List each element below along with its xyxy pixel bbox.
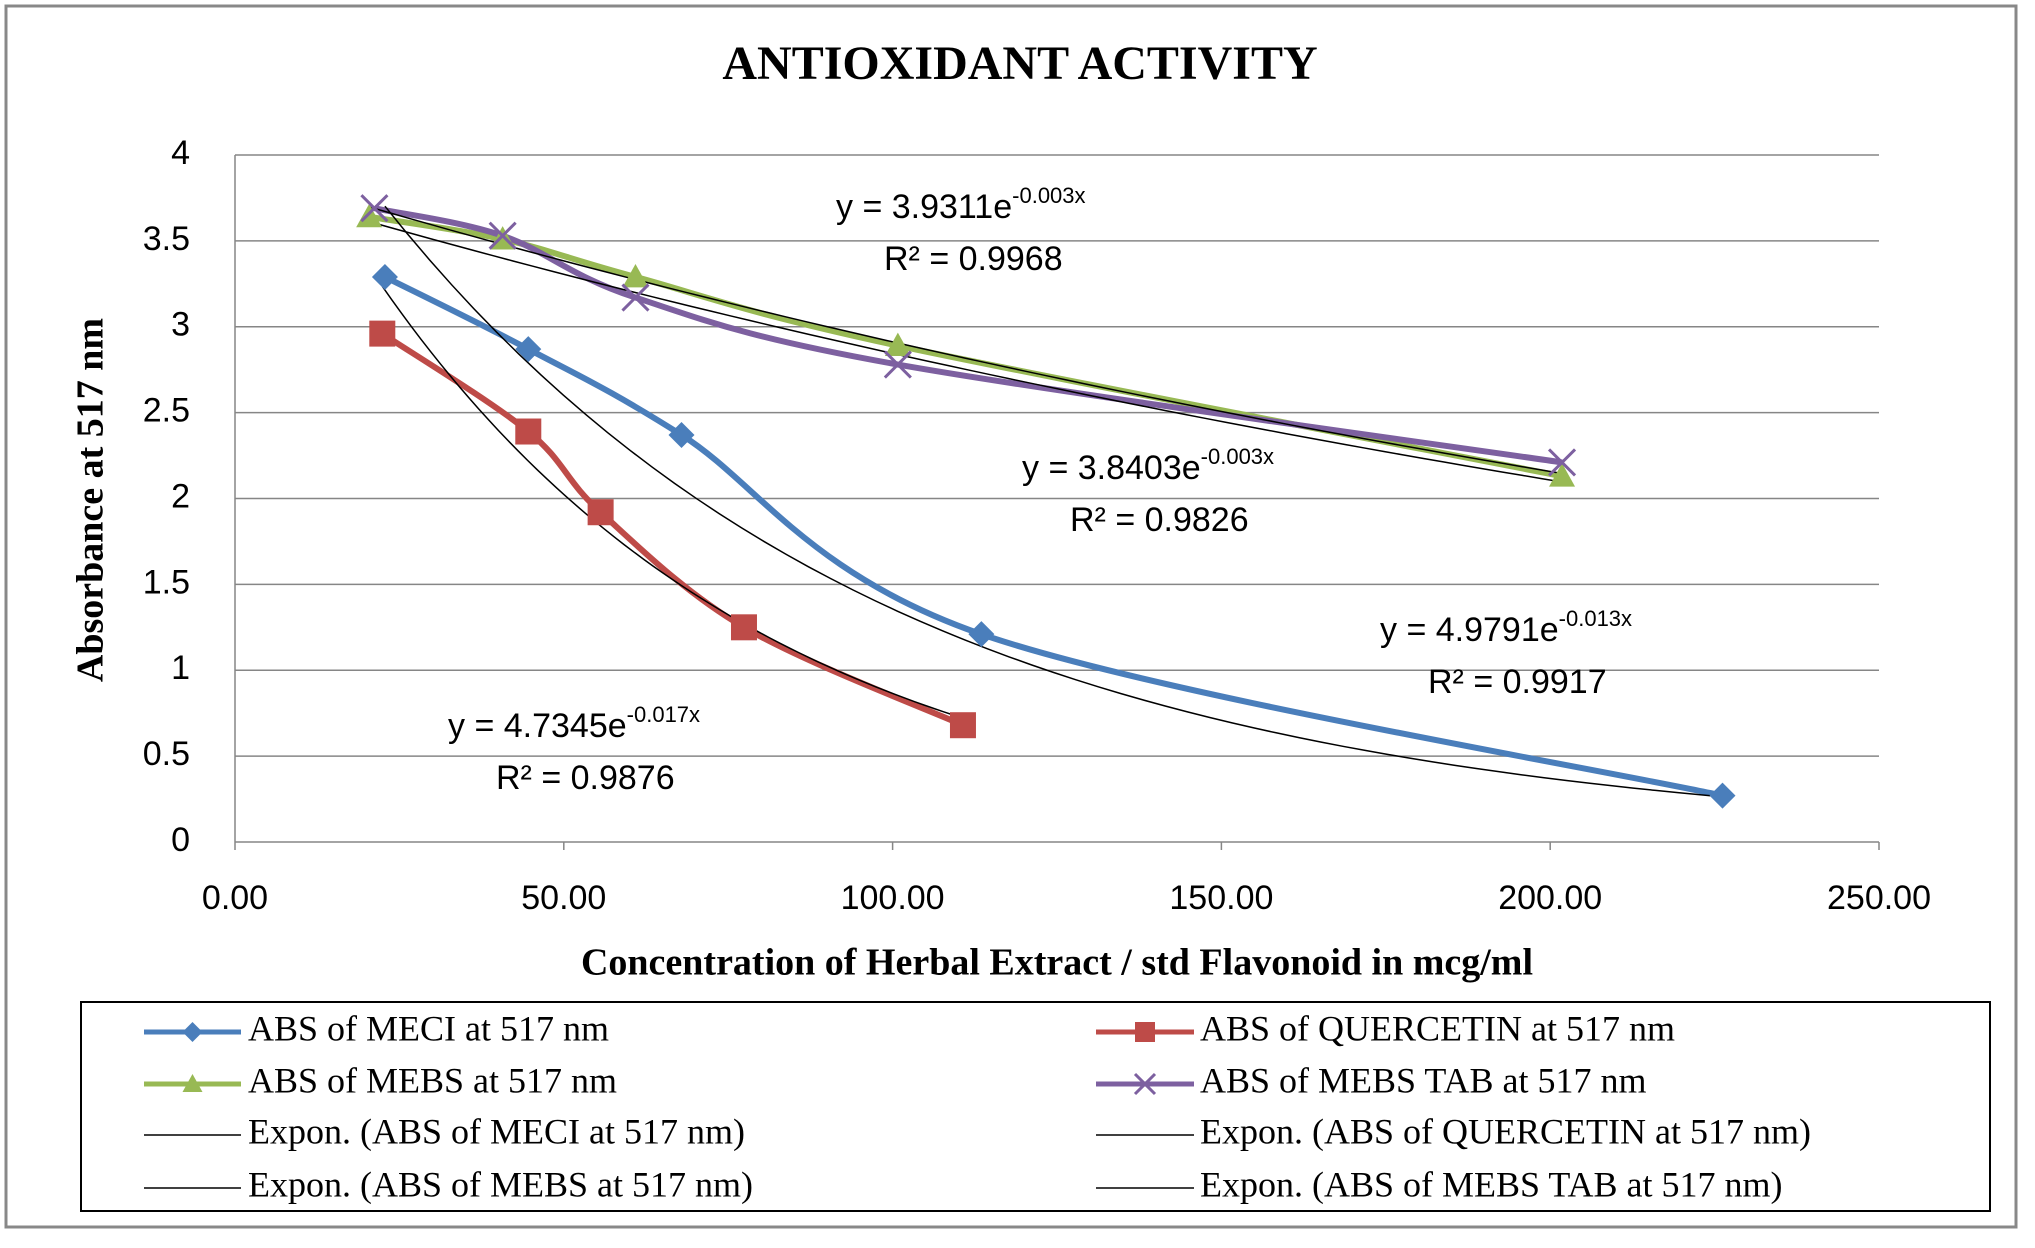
marker	[515, 418, 542, 445]
trendline	[381, 285, 964, 719]
marker	[587, 499, 614, 526]
y-tick-label: 0.5	[143, 735, 190, 773]
equation-text: y = 4.9791e	[1380, 611, 1559, 649]
trend-equation: y = 4.7345e-0.017x	[448, 702, 700, 745]
equation-exponent: -0.003x	[1201, 444, 1274, 469]
legend-label: ABS of MECI at 517 nm	[248, 1008, 609, 1048]
marker	[515, 336, 542, 363]
marker	[730, 614, 757, 641]
trend-equation: y = 3.8403e-0.003x	[1022, 444, 1274, 487]
trendline	[374, 222, 1563, 483]
x-axis-title: Concentration of Herbal Extract / std Fl…	[581, 942, 1533, 984]
y-tick-label: 2	[171, 477, 190, 515]
marker	[949, 712, 976, 739]
legend	[80, 1001, 1991, 1212]
marker	[883, 350, 912, 379]
x-tick-label: 50.00	[521, 879, 606, 917]
equation-exponent: -0.003x	[1012, 183, 1085, 208]
marker	[1135, 1022, 1155, 1042]
marker	[488, 221, 517, 250]
trend-r2: R² = 0.9876	[496, 759, 675, 797]
x-tick-label: 100.00	[841, 879, 945, 917]
trend-equation: y = 3.9311e-0.003x	[836, 183, 1086, 226]
trend-r2: R² = 0.9826	[1070, 501, 1249, 539]
x-tick-label: 0.00	[202, 879, 268, 917]
trendline	[368, 206, 1563, 475]
equation-exponent: -0.013x	[1559, 606, 1632, 631]
legend-label: ABS of QUERCETIN at 517 nm	[1200, 1008, 1675, 1048]
marker	[1709, 782, 1736, 809]
marker	[968, 621, 995, 648]
x-tick-label: 150.00	[1169, 879, 1273, 917]
trend-r2: R² = 0.9968	[884, 240, 1063, 278]
y-tick-label: 1.5	[143, 563, 190, 601]
x-tick-label: 200.00	[1498, 879, 1602, 917]
legend-label: Expon. (ABS of MEBS TAB at 517 nm)	[1200, 1164, 1782, 1204]
legend-label: Expon. (ABS of MEBS at 517 nm)	[248, 1164, 753, 1204]
equation-text: y = 3.9311e	[836, 188, 1012, 226]
y-tick-label: 1	[171, 649, 190, 687]
legend-label: Expon. (ABS of QUERCETIN at 517 nm)	[1200, 1111, 1811, 1151]
trendline	[384, 205, 1723, 798]
x-tick-label: 250.00	[1827, 879, 1931, 917]
y-tick-label: 4	[171, 134, 190, 172]
trend-equation: y = 4.9791e-0.013x	[1380, 606, 1632, 649]
marker	[360, 194, 389, 223]
marker	[369, 320, 396, 347]
y-axis-title: Absorbance at 517 nm	[70, 318, 112, 682]
marker	[371, 263, 398, 290]
y-tick-label: 3	[171, 306, 190, 344]
marker	[622, 263, 649, 288]
legend-label: Expon. (ABS of MECI at 517 nm)	[248, 1111, 745, 1151]
marker	[621, 283, 650, 312]
marker	[668, 421, 695, 448]
trend-r2: R² = 0.9917	[1428, 663, 1607, 701]
equation-exponent: -0.017x	[627, 702, 700, 727]
y-tick-label: 3.5	[143, 220, 190, 258]
equation-text: y = 3.8403e	[1022, 449, 1201, 487]
marker	[884, 332, 911, 357]
legend-label: ABS of MEBS TAB at 517 nm	[1200, 1060, 1647, 1100]
marker	[1133, 1072, 1157, 1096]
y-tick-label: 0	[171, 821, 190, 859]
chart-title: ANTIOXIDANT ACTIVITY	[722, 37, 1317, 90]
marker	[1547, 448, 1577, 477]
marker	[1549, 463, 1576, 487]
marker	[182, 1074, 203, 1092]
legend-label: ABS of MEBS at 517 nm	[248, 1060, 617, 1100]
marker	[182, 1022, 203, 1042]
equation-text: y = 4.7345e	[448, 707, 627, 745]
y-tick-label: 2.5	[143, 392, 190, 430]
